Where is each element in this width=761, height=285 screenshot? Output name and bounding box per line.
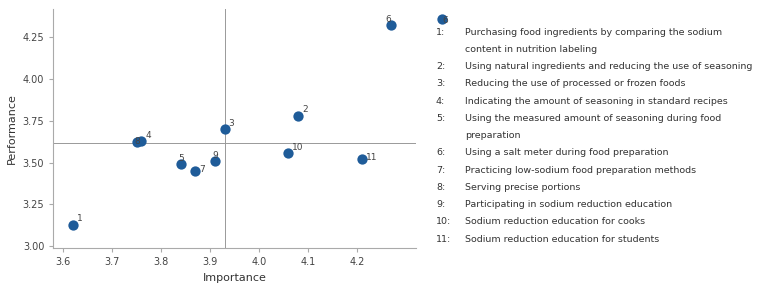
Text: 1: 1 <box>77 214 82 223</box>
Y-axis label: Performance: Performance <box>7 93 17 164</box>
Text: preparation: preparation <box>465 131 521 140</box>
Text: 6:: 6: <box>436 148 445 157</box>
Text: Using natural ingredients and reducing the use of seasoning: Using natural ingredients and reducing t… <box>465 62 752 71</box>
Text: Participating in sodium reduction education: Participating in sodium reduction educat… <box>465 200 672 209</box>
Text: 5:: 5: <box>436 114 445 123</box>
Point <box>292 113 304 118</box>
Text: 4: 4 <box>145 131 151 140</box>
Text: 6: 6 <box>442 16 448 25</box>
Point <box>135 139 148 143</box>
Text: 11: 11 <box>366 153 377 162</box>
Text: 8: 8 <box>135 137 140 146</box>
Text: 6: 6 <box>385 15 391 24</box>
Text: Reducing the use of processed or frozen foods: Reducing the use of processed or frozen … <box>465 80 685 88</box>
Point <box>355 157 368 162</box>
Text: 5: 5 <box>179 154 184 163</box>
Text: 3: 3 <box>228 119 234 128</box>
Text: 8:: 8: <box>436 183 445 192</box>
Point <box>385 23 397 28</box>
Text: 4:: 4: <box>436 97 445 106</box>
Text: 3:: 3: <box>436 80 445 88</box>
Point <box>218 127 231 131</box>
Point <box>209 159 221 163</box>
Text: 1:: 1: <box>436 28 445 37</box>
Point <box>189 169 202 173</box>
Text: 7:: 7: <box>436 166 445 175</box>
Text: Practicing low-sodium food preparation methods: Practicing low-sodium food preparation m… <box>465 166 696 175</box>
Text: 9:: 9: <box>436 200 445 209</box>
Text: 2: 2 <box>302 105 307 114</box>
Text: Sodium reduction education for cooks: Sodium reduction education for cooks <box>465 217 645 226</box>
Text: Indicating the amount of seasoning in standard recipes: Indicating the amount of seasoning in st… <box>465 97 728 106</box>
X-axis label: Importance: Importance <box>202 272 266 282</box>
Text: 10:: 10: <box>436 217 451 226</box>
Point <box>282 150 295 155</box>
Text: 7: 7 <box>199 165 205 174</box>
Text: Serving precise portions: Serving precise portions <box>465 183 580 192</box>
Text: Purchasing food ingredients by comparing the sodium: Purchasing food ingredients by comparing… <box>465 28 722 37</box>
Text: content in nutrition labeling: content in nutrition labeling <box>465 45 597 54</box>
Point <box>67 222 79 227</box>
Point <box>130 140 142 145</box>
Point <box>174 162 186 166</box>
Text: Using a salt meter during food preparation: Using a salt meter during food preparati… <box>465 148 668 157</box>
Text: 9: 9 <box>212 150 218 160</box>
Text: 2:: 2: <box>436 62 445 71</box>
Text: Using the measured amount of seasoning during food: Using the measured amount of seasoning d… <box>465 114 721 123</box>
Text: 10: 10 <box>292 143 304 152</box>
Text: 11:: 11: <box>436 235 451 244</box>
Text: Sodium reduction education for students: Sodium reduction education for students <box>465 235 659 244</box>
